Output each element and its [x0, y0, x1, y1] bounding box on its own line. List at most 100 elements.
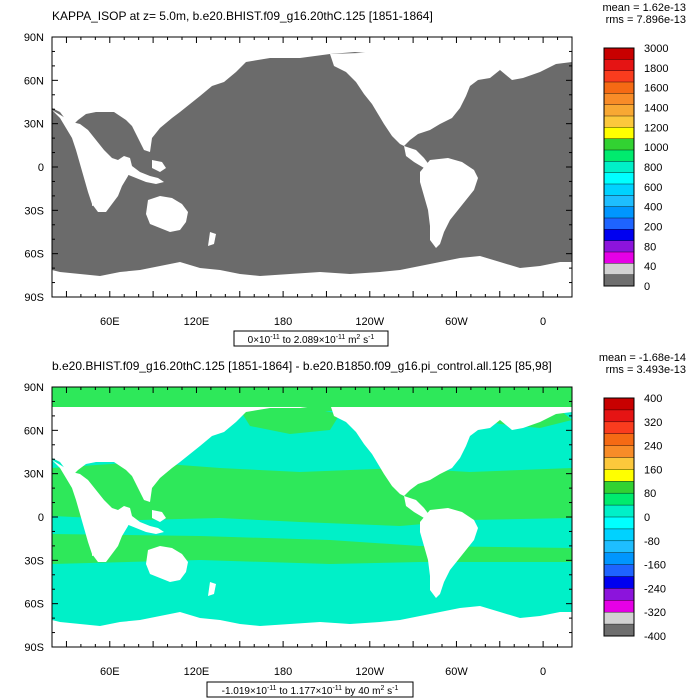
- stat-rms-bottom: rms = 3.493e-13: [606, 364, 686, 376]
- panel-top: KAPPA_ISOP at z= 5.0m, b.e20.BHIST.f09_g…: [24, 2, 686, 347]
- stat-mean-top: mean = 1.62e-13: [603, 2, 686, 14]
- colorbar-swatch: [604, 263, 634, 275]
- colorbar-swatch: [604, 172, 634, 185]
- colorbar-swatch: [604, 150, 634, 162]
- colorbar-label: 160: [644, 464, 662, 476]
- lat-tick-label: 0: [38, 162, 44, 174]
- colorbar-swatch: [604, 576, 634, 589]
- title-top: KAPPA_ISOP at z= 5.0m, b.e20.BHIST.f09_g…: [52, 9, 433, 23]
- colorbar-label: 1800: [644, 63, 668, 75]
- colorbar-swatch: [604, 600, 634, 613]
- lat-tick-label: 60N: [24, 75, 44, 87]
- colorbar-label: 400: [644, 393, 662, 405]
- colorbar-label: 240: [644, 441, 662, 453]
- colorbar-swatch: [604, 588, 634, 601]
- colorbar-label: 1000: [644, 142, 668, 154]
- colorbar-swatch: [604, 93, 634, 105]
- range-label-top: 0×10-11 to 2.089×10-11 m2 s-1: [233, 330, 389, 347]
- lon-tick-label: 180: [274, 666, 292, 678]
- colorbar-label: 400: [644, 202, 662, 214]
- lon-tick-label: 120E: [184, 316, 210, 328]
- panel-bottom: b.e20.BHIST.f09_g16.20thC.125 [1851-1864…: [24, 352, 686, 698]
- colorbar-swatch: [604, 517, 634, 530]
- colorbar-label: 600: [644, 182, 662, 194]
- svg-text:-1.019×10-11 to 1.177×10-11 by: -1.019×10-11 to 1.177×10-11 by 40 m2 s-1: [222, 685, 399, 697]
- lat-tick-label: 60S: [24, 249, 44, 261]
- colorbar-swatch: [604, 469, 634, 482]
- lon-tick-label: 120W: [355, 316, 384, 328]
- lat-tick-label: 30S: [24, 555, 44, 567]
- lon-tick-label: 60W: [445, 316, 468, 328]
- lon-tick-label: 60W: [445, 666, 468, 678]
- colorbar-swatch: [604, 252, 634, 264]
- colorbar-swatch: [604, 195, 634, 207]
- colorbar-label: 3000: [644, 43, 668, 55]
- colorbar-label: 1400: [644, 103, 668, 115]
- colorbar-label: -80: [644, 536, 660, 548]
- lat-tick-label: 0: [38, 512, 44, 524]
- lon-tick-label: 120E: [184, 666, 210, 678]
- colorbar-swatch: [604, 612, 634, 625]
- lat-tick-label: 90S: [24, 642, 44, 654]
- colorbar-bottom: 400 320 240 160 80 0 -80 -160 -240 -320 -400: [603, 393, 666, 643]
- lat-tick-label: 30N: [24, 119, 44, 131]
- colorbar-label: 800: [644, 162, 662, 174]
- colorbar-swatch: [604, 505, 634, 518]
- lon-tick-label: 60E: [100, 316, 120, 328]
- svg-text:0×10-11 to 2.089×10-11 m2 s-1: 0×10-11 to 2.089×10-11 m2 s-1: [248, 334, 375, 346]
- colorbar-swatch: [604, 59, 634, 71]
- stat-mean-bottom: mean = -1.68e-14: [599, 352, 686, 364]
- colorbar-swatch: [604, 70, 634, 83]
- lon-tick-label: 0: [540, 666, 546, 678]
- lat-tick-label: 60N: [24, 425, 44, 437]
- colorbar-label: 0: [644, 281, 650, 293]
- colorbar-swatch: [604, 457, 634, 470]
- colorbar-swatch: [604, 540, 634, 553]
- lat-tick-label: 30N: [24, 469, 44, 481]
- colorbar-swatch: [604, 138, 634, 151]
- lon-tick-label: 180: [274, 316, 292, 328]
- colorbar-label: 0: [644, 512, 650, 524]
- title-bottom: b.e20.BHIST.f09_g16.20thC.125 [1851-1864…: [52, 359, 552, 373]
- colorbar-top: 3000180016001400120010008006004002008040…: [603, 43, 668, 293]
- map-top: [52, 37, 572, 297]
- range-label-bottom: -1.019×10-11 to 1.177×10-11 by 40 m2 s-1: [206, 681, 414, 698]
- colorbar-label: -400: [644, 631, 666, 643]
- colorbar-swatch: [604, 127, 634, 139]
- colorbar-label: 40: [644, 261, 656, 273]
- lat-tick-label: 90S: [24, 292, 44, 304]
- colorbar-swatch: [604, 552, 634, 565]
- colorbar-swatch: [604, 229, 634, 241]
- colorbar-label: 80: [644, 241, 656, 253]
- lat-tick-label: 90N: [24, 382, 44, 394]
- colorbar-swatch: [604, 116, 634, 128]
- colorbar-swatch: [604, 445, 634, 458]
- colorbar-swatch: [604, 104, 634, 117]
- colorbar-label: -320: [644, 607, 666, 619]
- lon-tick-label: 120W: [355, 666, 384, 678]
- colorbar-swatch: [604, 481, 634, 494]
- colorbar-swatch: [604, 528, 634, 542]
- colorbar-swatch: [604, 240, 634, 253]
- lat-tick-label: 30S: [24, 205, 44, 217]
- lat-tick-label: 90N: [24, 32, 44, 44]
- colorbar-swatch: [604, 409, 634, 423]
- lon-tick-label: 0: [540, 316, 546, 328]
- colorbar-label: 200: [644, 222, 662, 234]
- colorbar-swatch: [604, 624, 634, 637]
- colorbar-swatch: [604, 184, 634, 196]
- colorbar-label: 320: [644, 417, 662, 429]
- colorbar-label: 1600: [644, 83, 668, 95]
- arctic-band: [52, 387, 572, 407]
- colorbar-swatch: [604, 206, 634, 219]
- colorbar-swatch: [604, 493, 634, 506]
- stat-rms-top: rms = 7.896e-13: [606, 14, 686, 26]
- colorbar-swatch: [604, 421, 634, 434]
- colorbar-label: -160: [644, 560, 666, 572]
- colorbar-label: 80: [644, 488, 656, 500]
- lon-tick-label: 60E: [100, 666, 120, 678]
- colorbar-swatch: [604, 274, 634, 287]
- lat-tick-label: 60S: [24, 599, 44, 611]
- colorbar-swatch: [604, 398, 634, 411]
